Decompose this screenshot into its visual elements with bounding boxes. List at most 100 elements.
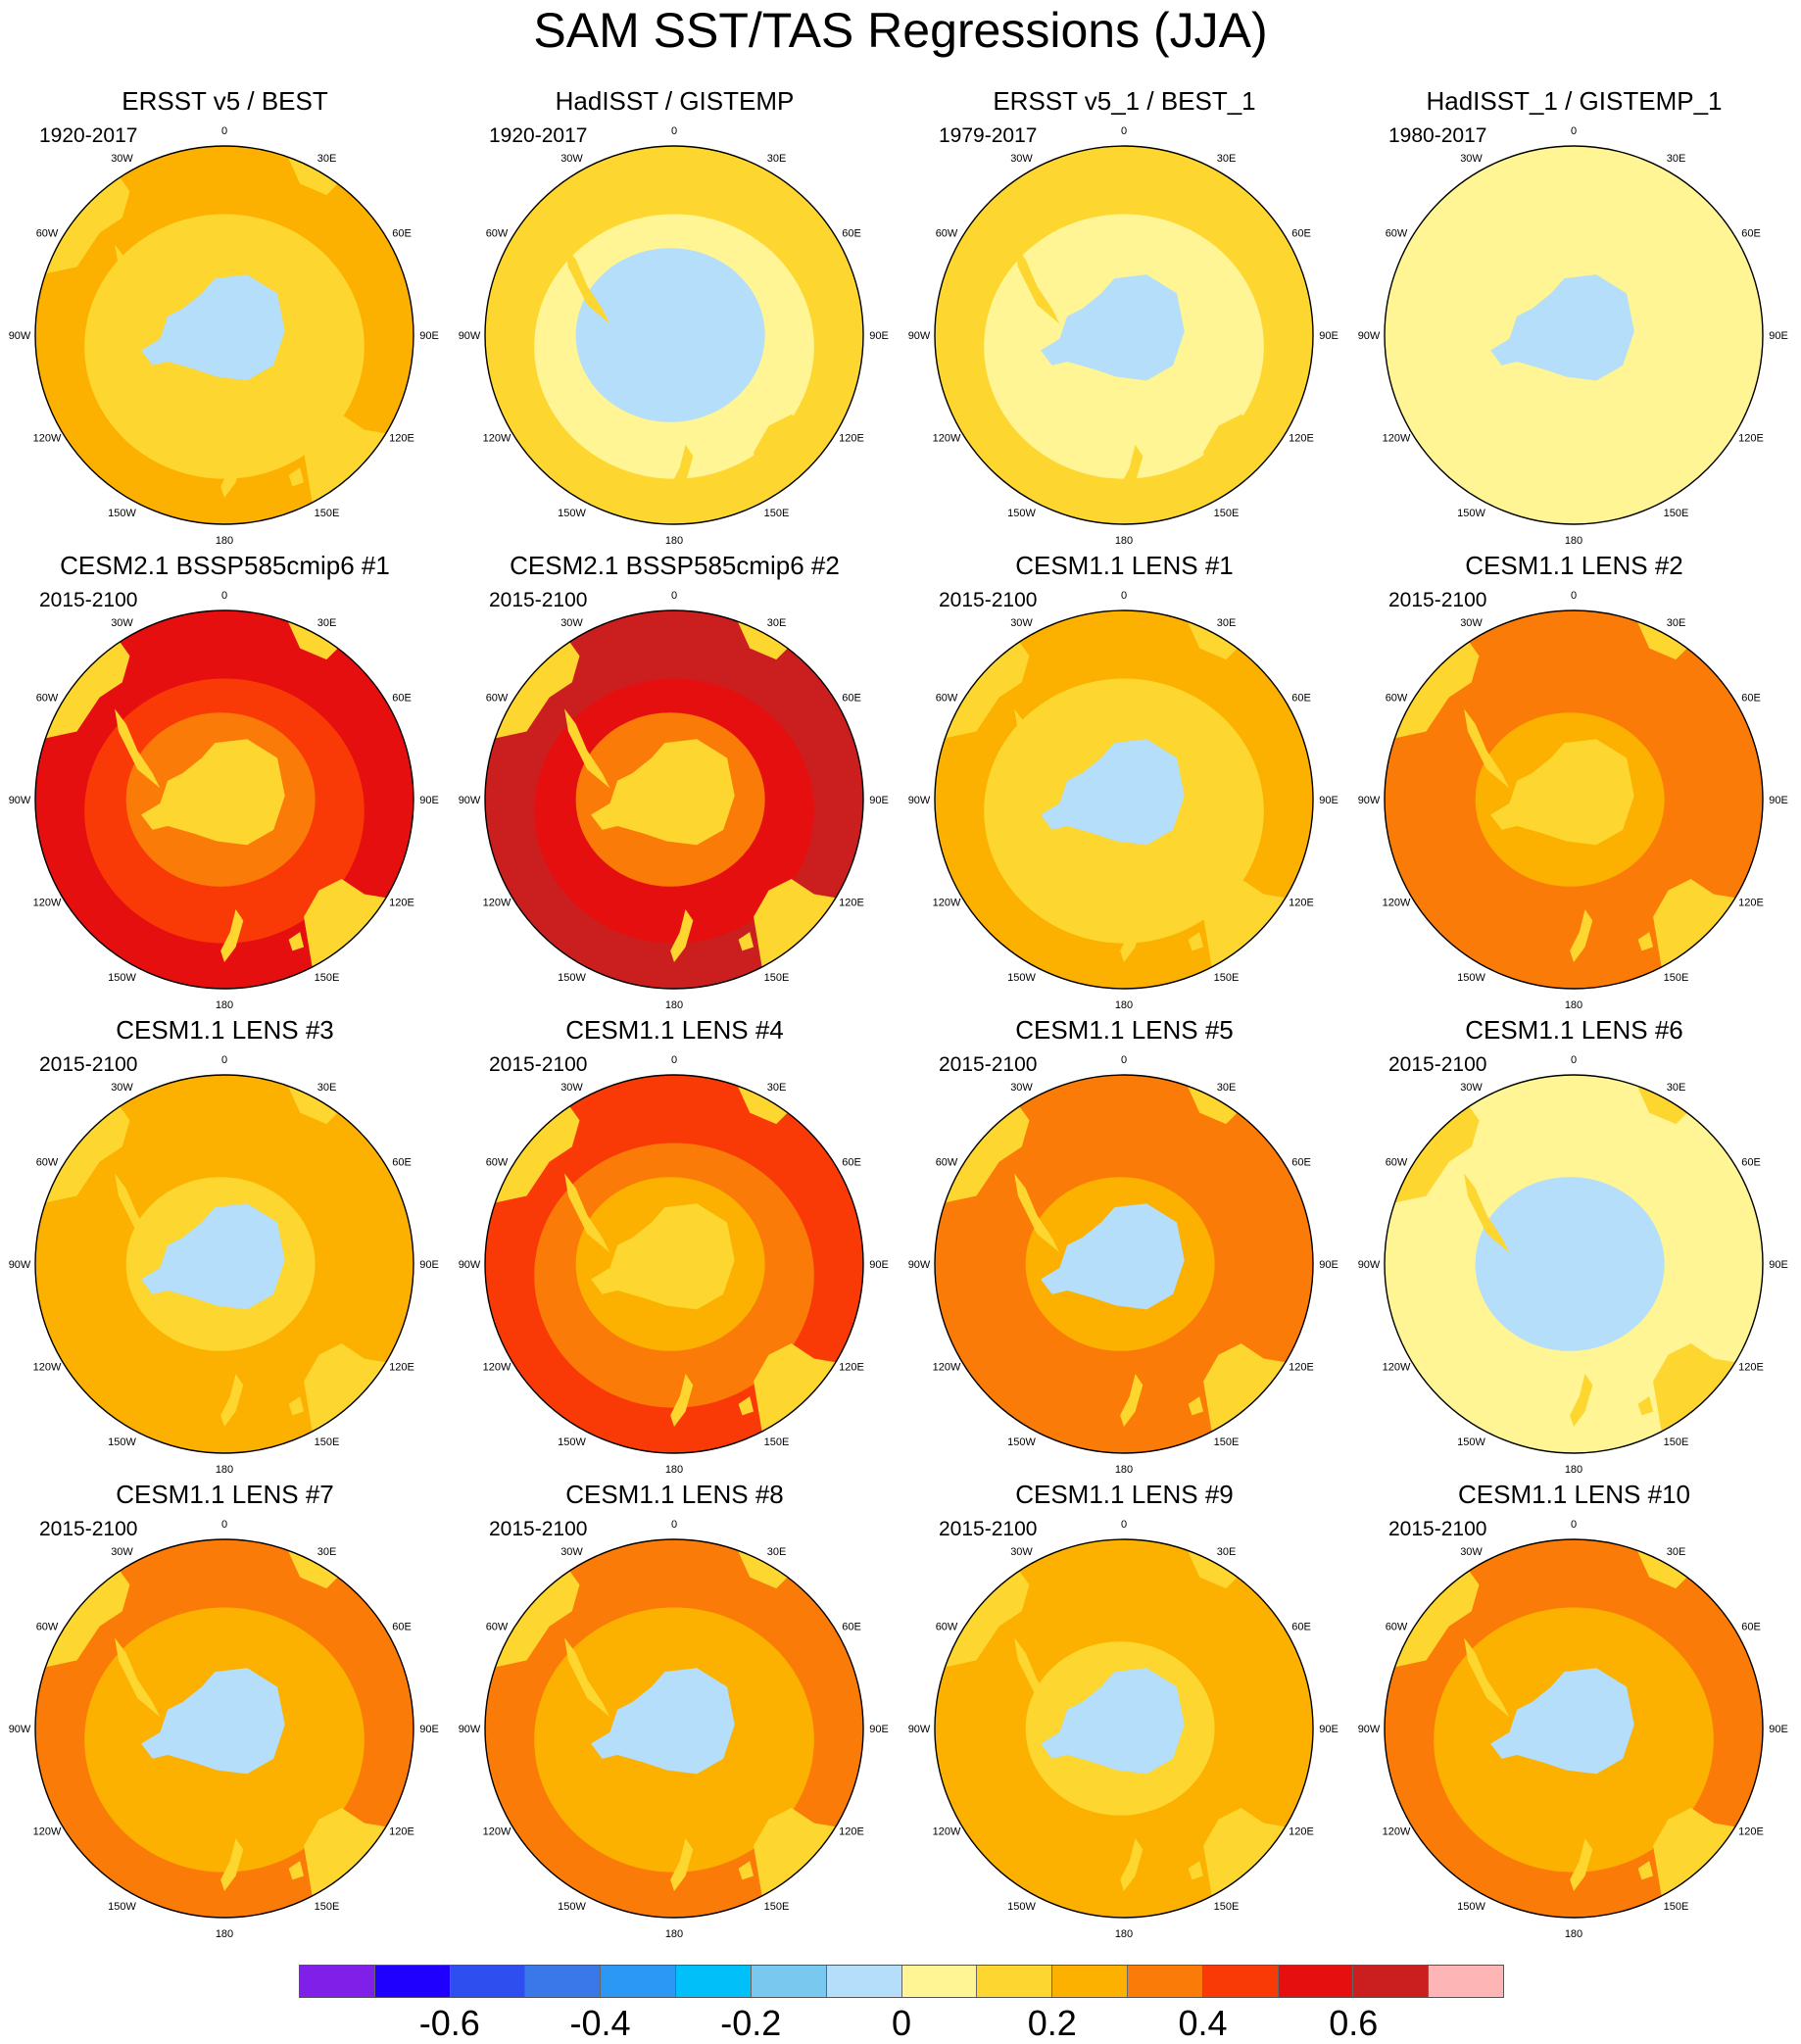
panel-period: 2015-2100 [1388,1518,1487,1540]
longitude-label: 120W [483,1362,511,1374]
longitude-label: 90E [419,1259,439,1271]
longitude-label: 30W [1010,617,1033,629]
longitude-label: 120E [1289,1826,1314,1838]
map-border [34,609,414,990]
antarctica-landmass [141,739,285,845]
polar-map: 0 30E 60E 90E 120E 150E 180 150W 120W 90W 60W 30W [908,590,1339,1011]
longitude-label: 120E [839,898,864,909]
longitude-label: 90W [459,1724,481,1735]
longitude-label: 180 [665,535,683,547]
new-zealand-landmass [220,909,243,962]
longitude-label: 120W [483,898,511,909]
longitude-label: 30E [1217,153,1237,165]
polar-map: 0 30E 60E 90E 120E 150E 180 150W 120W 90W 60W 30W [459,1519,889,1940]
new-zealand-landmass [220,445,243,498]
longitude-label: 0 [1571,125,1577,137]
colorbar-bin [1353,1966,1430,1997]
new-zealand-landmass [220,1838,243,1891]
longitude-label: 60E [1291,693,1311,705]
polar-map: 0 30E 60E 90E 120E 150E 180 150W 120W 90W 60W 30W [459,590,889,1011]
longitude-label: 60W [1386,228,1408,240]
panel-title: ERSST v5_1 / BEST_1 [993,86,1256,116]
polar-map: 0 30E 60E 90E 120E 150E 180 150W 120W 90W 60W 30W [9,1054,439,1476]
longitude-label: 60E [392,1622,412,1633]
longitude-label: 90E [1319,1724,1339,1735]
longitude-label: 180 [665,1928,683,1940]
colorbar-bin [1052,1966,1128,1997]
antarctic-peninsula [1014,1637,1059,1717]
australia-landmass [754,1804,863,1918]
longitude-label: 60E [1741,1622,1761,1633]
longitude-label: 150W [1007,972,1036,984]
longitude-label: 180 [216,999,233,1011]
new-zealand-landmass [1570,445,1592,498]
antarctic-peninsula [1464,1173,1509,1252]
longitude-label: 90E [1769,330,1788,342]
longitude-label: 60W [36,1622,59,1633]
longitude-label: 90E [1769,1724,1788,1735]
polar-map: 0 30E 60E 90E 120E 150E 180 150W 120W 90W 60W 30W [1358,1054,1788,1476]
polar-map: 0 30E 60E 90E 120E 150E 180 150W 120W 90W 60W 30W [9,590,439,1011]
longitude-label: 180 [665,1464,683,1476]
colorbar-bin [977,1966,1053,1997]
longitude-label: 150W [1007,1436,1036,1448]
longitude-label: 150W [1007,1901,1036,1913]
panel-title: HadISST_1 / GISTEMP_1 [1426,86,1723,116]
longitude-label: 120E [839,1362,864,1374]
longitude-label: 30W [560,617,583,629]
panel-title: CESM1.1 LENS #4 [565,1015,784,1045]
polar-map: 0 30E 60E 90E 120E 150E 180 150W 120W 90W 60W 30W [1358,590,1788,1011]
longitude-label: 150W [1457,1436,1485,1448]
antarctic-peninsula [115,1637,160,1717]
antarctica-landmass [141,274,285,380]
longitude-label: 30E [1667,1082,1686,1094]
antarctica-landmass [1490,1668,1634,1774]
longitude-label: 90W [1358,1259,1381,1271]
antarctica-landmass [1041,1203,1185,1309]
colorbar-bin [374,1966,451,1997]
new-zealand-landmass [670,445,693,498]
colorbar-bin [450,1966,526,1997]
polar-map: 0 30E 60E 90E 120E 150E 180 150W 120W 90W 60W 30W [1358,125,1788,547]
longitude-label: 0 [221,1519,227,1531]
longitude-label: 60E [1741,228,1761,240]
australia-landmass [754,875,863,989]
longitude-label: 30E [317,153,337,165]
panel-period: 1979-2017 [939,124,1038,147]
new-zealand-landmass [670,1838,693,1891]
longitude-label: 120W [1383,898,1411,909]
longitude-label: 90W [908,795,931,806]
map-panel: CESM2.1 BSSP585cmip6 #1 2015-2100 0 30E 60E 9… [0,551,450,1015]
longitude-label: 30E [1217,1546,1237,1558]
tasmania-landmass [1189,1396,1203,1415]
longitude-label: 150E [315,1901,340,1913]
longitude-label: 90W [9,330,31,342]
longitude-label: 60E [1291,1622,1311,1633]
panel-period: 1920-2017 [489,124,588,147]
longitude-label: 60W [936,228,958,240]
panel-period: 2015-2100 [39,1518,138,1540]
longitude-label: 150W [1457,1901,1485,1913]
antarctic-peninsula [115,1173,160,1252]
map-border [934,1074,1314,1454]
colorbar-bin [601,1966,677,1997]
longitude-label: 90E [1319,1259,1339,1271]
longitude-label: 60W [486,1622,509,1633]
polar-map: 0 30E 60E 90E 120E 150E 180 150W 120W 90W 60W 30W [908,125,1339,547]
map-panel: CESM1.1 LENS #7 2015-2100 0 30E 60E 90E 120E 15… [0,1480,450,1944]
map-border [34,1074,414,1454]
longitude-label: 120E [1289,898,1314,909]
longitude-label: 60W [936,1622,958,1633]
antarctic-peninsula [564,1173,609,1252]
antarctic-peninsula [1464,708,1509,788]
new-zealand-landmass [670,909,693,962]
longitude-label: 150E [315,972,340,984]
tasmania-landmass [1638,1861,1653,1879]
tasmania-landmass [1638,932,1653,950]
longitude-label: 150E [1214,508,1240,519]
new-zealand-landmass [1120,445,1143,498]
map-panel: ERSST v5 / BEST 1920-2017 0 30E 60E 90E 120E 15… [0,86,450,551]
longitude-label: 60W [36,228,59,240]
longitude-label: 30E [1217,617,1237,629]
longitude-label: 120W [33,1826,62,1838]
